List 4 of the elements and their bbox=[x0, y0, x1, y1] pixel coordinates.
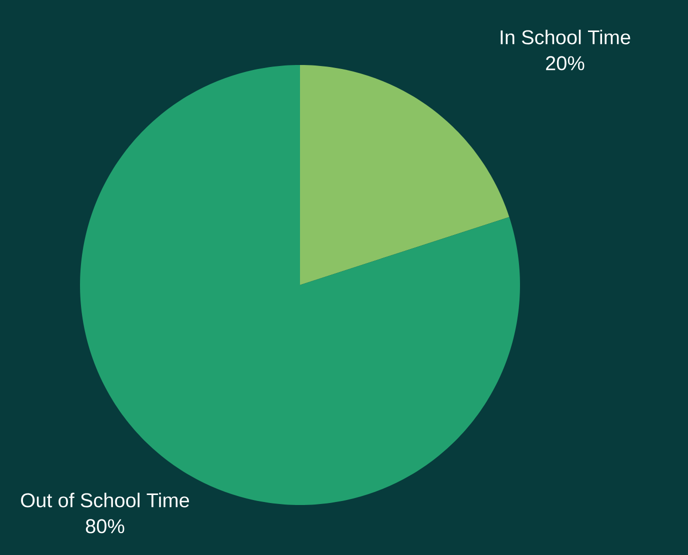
slice-label: In School Time bbox=[500, 30, 630, 44]
data-label: 80% bbox=[86, 519, 124, 534]
data-label: 20% bbox=[546, 56, 584, 70]
slice-label: Out of School Time bbox=[21, 492, 190, 508]
